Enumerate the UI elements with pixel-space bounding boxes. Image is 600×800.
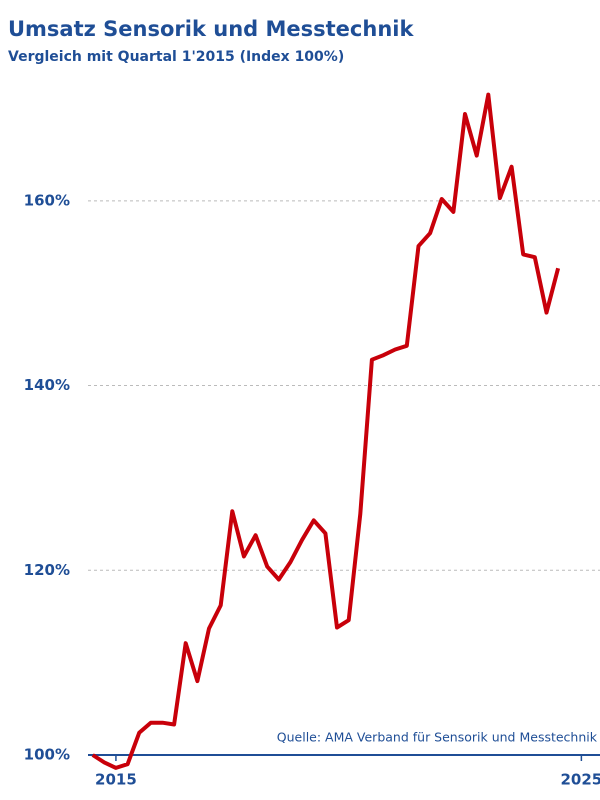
y-tick-label: 140% [24, 376, 70, 394]
y-tick-label: 160% [24, 191, 70, 209]
y-tick-label: 100% [24, 746, 70, 764]
chart-title: Umsatz Sensorik und Messtechnik [8, 17, 414, 41]
data-line [91, 92, 561, 770]
source-note: Quelle: AMA Verband für Sensorik und Mes… [277, 730, 598, 745]
x-tick-label: 2025 [561, 771, 600, 789]
y-tick-label: 120% [24, 561, 70, 579]
x-tick-label: 2015 [95, 771, 137, 789]
chart-subtitle: Vergleich mit Quartal 1'2015 (Index 100%… [8, 49, 344, 65]
